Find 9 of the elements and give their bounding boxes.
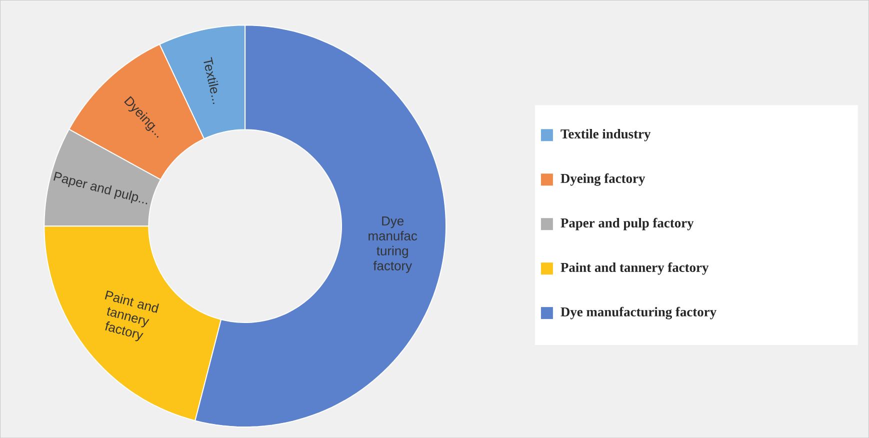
legend-label: Paper and pulp factory bbox=[560, 218, 694, 230]
text: Paint and tannery factory bbox=[104, 290, 159, 342]
legend-label: Dyeing factory bbox=[560, 173, 646, 186]
text: Dye manufac turing factory bbox=[368, 216, 418, 273]
legend-label: Paint and tannery factory bbox=[560, 262, 709, 275]
legend-label: Textile industry bbox=[560, 128, 651, 142]
text: Textile... bbox=[204, 57, 218, 104]
legend-label: Dye manufacturing factory bbox=[560, 306, 716, 320]
text: Paper and pulp... bbox=[54, 172, 148, 204]
